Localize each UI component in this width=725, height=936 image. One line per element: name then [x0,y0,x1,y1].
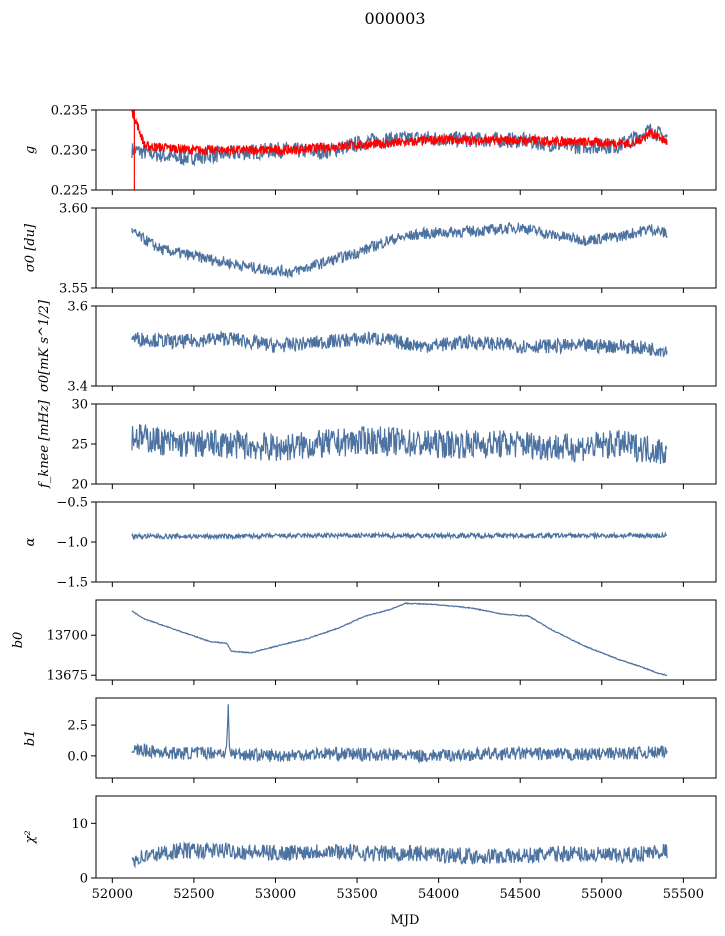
y-tick-label: 20 [71,478,88,493]
x-tick-label: 52500 [173,887,214,902]
series-line [131,330,668,358]
x-tick-label: 55000 [581,887,622,902]
series-line-fit [131,110,668,156]
y-tick-label: 0.225 [51,184,88,199]
series-line [131,424,668,464]
y-tick-label: 10 [71,817,88,832]
series-line [131,221,668,279]
y-tick-label: 3.4 [67,380,88,395]
panel-5: −1.5 −1.0 −0.5 α [23,496,717,591]
axes-frame [95,305,717,387]
axes-frame [95,697,717,779]
y-tick-label: 13675 [47,669,88,684]
series-line [131,841,668,869]
y-tick-label: 3.60 [59,202,88,217]
panel-2: 3.55 3.60 σ0 [du] [23,202,717,297]
y-axis-label: g [23,146,38,154]
y-tick-label: 0.235 [51,104,88,119]
panels: 0.225 0.230 0.235 g 3.55 3.60 σ0 [du] 3.4 3.6 σ0[… [11,104,717,902]
y-tick-label: 0 [80,872,88,887]
axes-frame [95,599,717,681]
y-axis-label: α [23,537,38,546]
panel-7: 0.0 2.5 b1 [23,697,717,783]
y-axis-label: b1 [23,730,38,747]
panel-6: 13675 13700 b0 [11,599,717,685]
series-line [131,601,668,677]
series-line [131,704,668,764]
x-tick-label: 55500 [663,887,704,902]
y-tick-label: 3.55 [59,282,88,297]
y-tick-label: 2.5 [67,719,88,734]
y-tick-label: −1.5 [56,576,88,591]
x-axis-label: MJD [391,913,420,928]
y-tick-label: 0.0 [67,749,88,764]
y-tick-label: 3.6 [67,300,88,315]
y-tick-label: 25 [71,438,88,453]
axes-frame [95,501,717,583]
panel-4: 20 25 30 f_knee [mHz] [37,398,717,493]
y-axis-label: χ² [23,830,38,844]
y-tick-label: 30 [71,398,88,413]
y-axis-label: σ0[mK s^1/2] [37,299,52,392]
panel-8: 0 10 52000 52500 53000 53500 54000 54500 55000 55… [23,795,717,902]
y-tick-label: −0.5 [56,496,88,511]
x-tick-label: 53000 [255,887,296,902]
y-tick-label: 13700 [47,629,88,644]
y-axis-label: f_knee [mHz] [37,399,52,489]
x-tick-label: 54000 [418,887,459,902]
y-axis-label: b0 [11,632,26,649]
figure-title: 000003 [364,9,425,28]
axes-frame [95,207,717,289]
y-tick-label: 0.230 [51,144,88,159]
panel-3: 3.4 3.6 σ0[mK s^1/2] [37,299,717,395]
x-tick-label: 53500 [336,887,377,902]
axes-frame [95,795,717,879]
series-line [131,531,668,541]
panel-1: 0.225 0.230 0.235 g [23,104,717,199]
x-tick-label: 52000 [92,887,133,902]
x-tick-label: 54500 [500,887,541,902]
y-tick-label: −1.0 [56,536,88,551]
y-axis-label: σ0 [du] [23,223,38,272]
